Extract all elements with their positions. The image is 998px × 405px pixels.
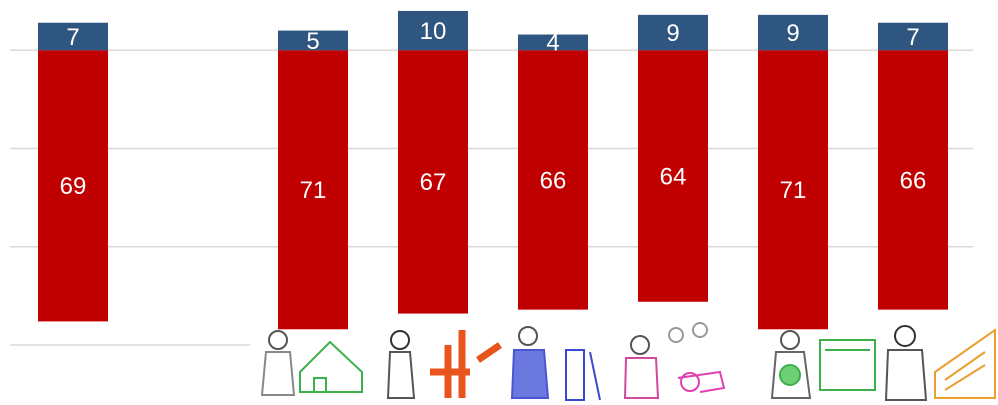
value-label: 9 [666,20,679,47]
grid [10,50,973,345]
value-label: 67 [420,169,447,196]
value-label: 64 [660,163,687,190]
bars: 69 7 71 5 67 10 66 4 64 9 71 9 66 7 [38,11,948,329]
value-label: 9 [786,20,799,47]
value-label: 69 [60,173,87,200]
value-label: 71 [300,177,327,204]
value-label: 71 [780,177,807,204]
value-label: 66 [540,167,567,194]
value-label: 66 [900,167,927,194]
value-label: 5 [306,28,319,55]
value-label: 7 [66,24,79,51]
illustrations [250,323,998,405]
value-label: 10 [420,18,447,45]
chart: 69 7 71 5 67 10 66 4 64 9 71 9 66 7 [0,0,998,405]
value-label: 7 [906,24,919,51]
value-label: 4 [546,30,559,57]
